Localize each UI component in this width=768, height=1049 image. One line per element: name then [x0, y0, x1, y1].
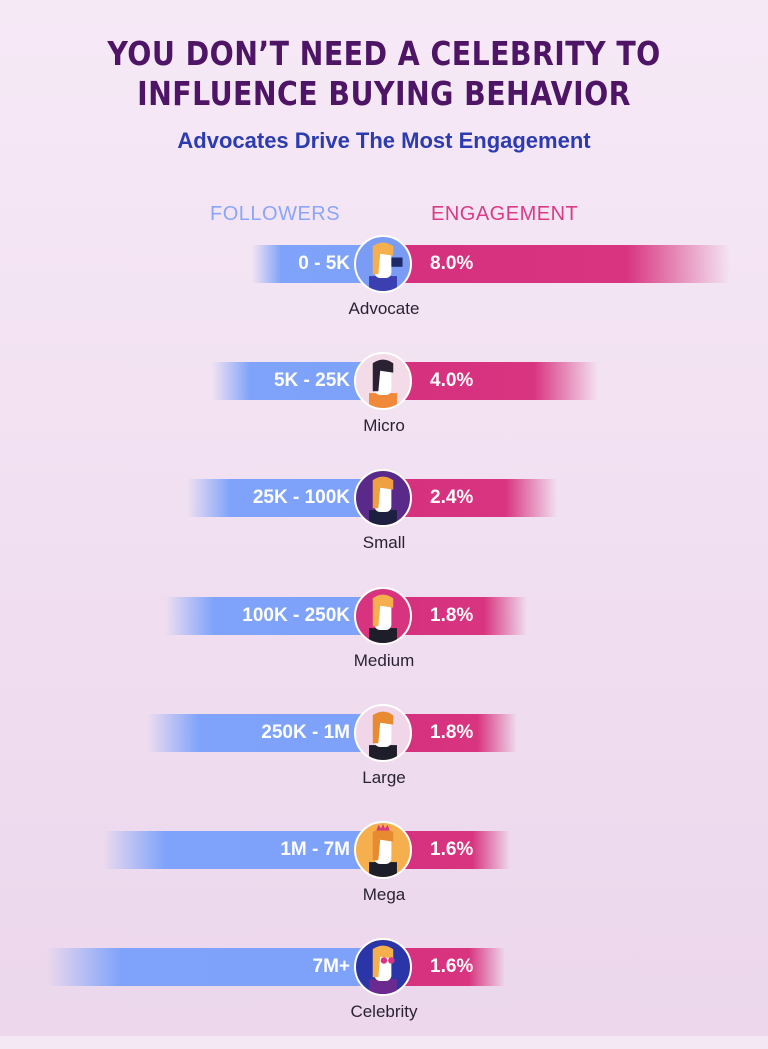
- tier-label: Micro: [363, 416, 405, 435]
- followers-bar: 5K - 25K: [212, 362, 384, 400]
- large-influencer-microphone-icon: [354, 704, 412, 762]
- micro-influencer-icon: [354, 352, 412, 410]
- chart-row: 0 - 5K 8.0% Advocate: [0, 235, 768, 345]
- medium-influencer-icon: [354, 587, 412, 645]
- celebrity-sunglasses-icon: [354, 938, 412, 996]
- title: YOU DON’T NEED A CELEBRITY TO INFLUENCE …: [54, 34, 714, 114]
- chart-row: 5K - 25K 4.0% Micro: [0, 352, 768, 462]
- tier-label: Advocate: [348, 299, 420, 318]
- subtitle: Advocates Drive The Most Engagement: [177, 128, 591, 153]
- followers-bar: 100K - 250K: [165, 597, 384, 635]
- title-line-2: INFLUENCE BUYING BEHAVIOR: [137, 74, 631, 113]
- engagement-bar: 8.0%: [384, 245, 730, 283]
- chart-row: 250K - 1M 1.8% Large: [0, 704, 768, 814]
- legend-engagement: ENGAGEMENT: [431, 203, 579, 225]
- footer-strip: [0, 1036, 768, 1049]
- chart-row: 7M+ 1.6% Celebrity: [0, 938, 768, 1048]
- followers-bar: 250K - 1M: [147, 714, 384, 752]
- engagement-bar: 2.4%: [384, 479, 557, 517]
- small-influencer-camera-icon: [354, 469, 412, 527]
- chart-row: 1M - 7M 1.6% Mega: [0, 821, 768, 931]
- mega-influencer-crown-icon: [354, 821, 412, 879]
- tier-label: Small: [362, 533, 406, 552]
- title-line-1: YOU DON’T NEED A CELEBRITY TO: [107, 34, 661, 73]
- engagement-bar: 4.0%: [384, 362, 598, 400]
- advocate-megaphone-icon: [354, 235, 412, 293]
- tier-label: Large: [362, 768, 406, 787]
- tier-label: Mega: [362, 885, 406, 904]
- tier-label: Celebrity: [350, 1002, 418, 1021]
- followers-bar: 1M - 7M: [103, 831, 384, 869]
- chart-row: 25K - 100K 2.4% Small: [0, 469, 768, 579]
- followers-bar: 7M+: [47, 948, 384, 986]
- legend-followers: FOLLOWERS: [210, 203, 341, 225]
- tier-label: Medium: [353, 651, 415, 670]
- chart-row: 100K - 250K 1.8% Medium: [0, 587, 768, 697]
- followers-bar: 25K - 100K: [187, 479, 384, 517]
